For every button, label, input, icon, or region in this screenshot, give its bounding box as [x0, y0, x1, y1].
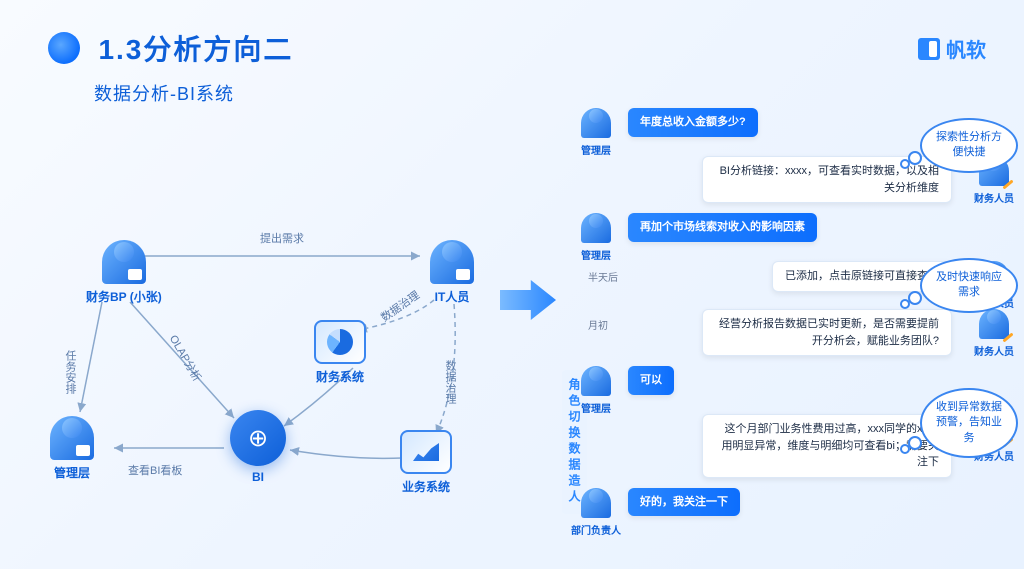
chat-avatar: 财务人员 [964, 309, 1024, 358]
transition-arrow-icon [500, 280, 556, 320]
chat-row: 财务人员月初经营分析报告数据已实时更新，是否需要提前开分析会，赋能业务团队? [570, 309, 1010, 356]
thought-bubble: 收到异常数据预警，告知业务 [920, 388, 1018, 458]
person-icon [581, 213, 611, 243]
thought-bubble: 探索性分析方便快捷 [920, 118, 1018, 173]
slide-title: 1.3分析方向二 [98, 28, 293, 68]
edge-label: 查看BI看板 [128, 462, 182, 478]
person-icon [430, 240, 474, 284]
system-icon [314, 320, 366, 364]
person-icon [979, 309, 1009, 339]
person-icon [581, 366, 611, 396]
node-finance_bp: 财务BP (小张) [86, 240, 162, 305]
chat-panel: 管理层年度总收入金额多少?财务人员BI分析链接：xxxx，可查看实时数据，以及相… [570, 108, 1010, 536]
chat-avatar: 管理层 [566, 213, 626, 262]
title-bullet-icon [48, 32, 80, 64]
edge-label: 提出需求 [260, 230, 304, 246]
node-label: 管理层 [50, 464, 94, 481]
chat-time-label: 半天后 [588, 269, 618, 284]
edge-label: 任务安排 [62, 350, 78, 394]
chat-actor-label: 管理层 [566, 400, 626, 415]
chat-avatar: 管理层 [566, 108, 626, 157]
slide-header: 1.3分析方向二 数据分析-BI系统 [48, 28, 293, 106]
edge-label: 数据治理 [377, 287, 422, 325]
person-icon [581, 108, 611, 138]
node-label: 业务系统 [400, 478, 452, 495]
chat-actor-label: 财务人员 [964, 343, 1024, 358]
chat-actor-label: 部门负责人 [566, 522, 626, 537]
workflow-diagram: 财务BP (小张) IT人员财务系统业务系统 ⊕ BI 管理层 提出需求任务安排 OLAP… [30, 200, 500, 520]
chat-bubble: 好的，我关注一下 [628, 488, 740, 517]
node-label: BI [230, 470, 286, 484]
brand-logo-text: 帆软 [946, 34, 986, 63]
chat-actor-label: 财务人员 [964, 190, 1024, 205]
node-it_person: IT人员 [430, 240, 474, 305]
edge-label: 数据治理 [442, 360, 458, 404]
thought-bubble: 及时快速响应需求 [920, 258, 1018, 313]
node-bi: ⊕ BI [230, 410, 286, 484]
node-mgmt: 管理层 [50, 416, 94, 481]
person-icon [102, 240, 146, 284]
chat-actor-label: 管理层 [566, 247, 626, 262]
chat-bubble: 再加个市场线索对收入的影响因素 [628, 213, 817, 242]
person-icon [50, 416, 94, 460]
chat-time-label: 月初 [588, 317, 608, 332]
brand-logo-icon [918, 38, 940, 60]
slide-subtitle: 数据分析-BI系统 [94, 80, 293, 106]
chat-avatar: 管理层 [566, 366, 626, 415]
chat-row: 部门负责人好的，我关注一下 [570, 488, 1010, 526]
chat-bubble: 经营分析报告数据已实时更新，是否需要提前开分析会，赋能业务团队? [702, 309, 952, 356]
node-finance_sys: 财务系统 [314, 320, 366, 385]
chat-bubble: 年度总收入金额多少? [628, 108, 758, 137]
chat-row: 管理层再加个市场线索对收入的影响因素 [570, 213, 1010, 251]
node-biz_sys: 业务系统 [400, 430, 452, 495]
chat-avatar: 部门负责人 [566, 488, 626, 537]
person-icon [581, 488, 611, 518]
chat-actor-label: 管理层 [566, 142, 626, 157]
system-icon [400, 430, 452, 474]
edge-label: OLAP分析 [166, 332, 206, 384]
bi-globe-icon: ⊕ [230, 410, 286, 466]
chat-bubble: 可以 [628, 366, 674, 395]
brand-logo: 帆软 [918, 34, 986, 63]
node-label: IT人员 [430, 288, 474, 305]
node-label: 财务BP (小张) [86, 288, 162, 305]
node-label: 财务系统 [314, 368, 366, 385]
